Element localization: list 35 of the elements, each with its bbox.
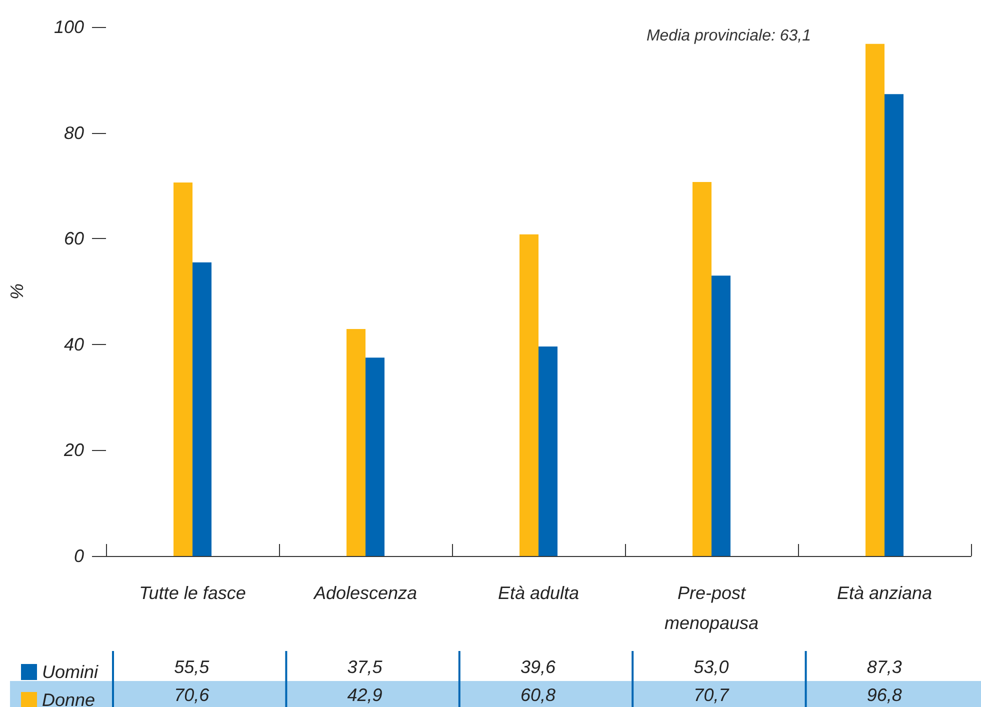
bar: [866, 44, 884, 556]
bar: [538, 346, 558, 556]
y-tick-label: 20: [62, 440, 84, 460]
x-tick-label: Età adulta: [498, 583, 580, 603]
x-tick-label: Età anziana: [836, 583, 932, 603]
data-label: 87,3: [866, 657, 902, 677]
x-tick-label: Tutte le fasce: [139, 583, 246, 603]
bar: [884, 94, 904, 556]
bar: [712, 276, 730, 556]
data-label: 60,8: [520, 685, 556, 705]
data-label: 53,0: [694, 657, 729, 677]
bar: [366, 358, 384, 556]
data-label: 37,5: [347, 657, 384, 677]
data-label: 42,9: [347, 685, 382, 705]
bar: [174, 182, 192, 556]
bar: [192, 262, 212, 556]
y-axis-title: %: [7, 283, 27, 300]
data-label: 70,7: [694, 685, 730, 705]
data-label: 39,6: [520, 657, 556, 677]
legend-label: Donne: [42, 690, 96, 707]
y-tick-label: 100: [54, 17, 84, 37]
data-label: 96,8: [866, 685, 902, 705]
data-label: 70,6: [174, 685, 210, 705]
x-tick-label: Adolescenza: [312, 583, 418, 603]
annotation: Media provinciale: 63,1: [646, 28, 812, 44]
legend-label: Uomini: [42, 662, 100, 682]
bar: [520, 234, 538, 556]
y-tick-label: 0: [74, 546, 84, 566]
bar: [346, 329, 366, 556]
bar: [692, 182, 712, 556]
y-tick-label: 60: [64, 228, 84, 249]
y-tick-label: 40: [64, 334, 84, 354]
data-label: 55,5: [174, 657, 210, 677]
y-tick-label: 80: [64, 122, 84, 143]
x-tick-label: Pre-post menopausa: [664, 583, 759, 633]
